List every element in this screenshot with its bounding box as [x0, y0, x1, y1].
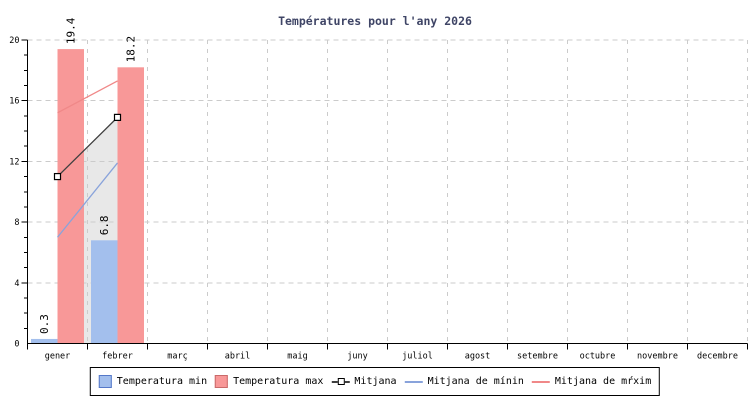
legend-label-mitjana: Mitjana [354, 376, 397, 387]
line-Mitjana de mínin [56, 162, 119, 238]
square-marker-icon [337, 377, 345, 385]
x-axis-labels: gener febrer març abril maig juny juliol agost s… [45, 352, 738, 362]
month-label: abril [225, 352, 251, 362]
month-label: març [167, 352, 187, 362]
svg-text:4: 4 [14, 279, 19, 289]
bar-min-febrer [91, 240, 118, 344]
month-label: maig [287, 352, 307, 362]
bar-value-label: 19.4 [65, 17, 78, 44]
month-label: juliol [402, 352, 433, 362]
month-label: juny [347, 352, 367, 362]
svg-text:12: 12 [9, 157, 19, 167]
legend-label-temperatura-max: Temperatura max [233, 376, 324, 387]
mitjana-point-marker [113, 113, 122, 121]
bar-value-label: 0.3 [38, 314, 51, 334]
legend-label-mitjana-mrxim: Mitjana de mŕxim [554, 376, 652, 387]
bar-max-gener [57, 49, 84, 344]
mitjana-point-marker [53, 172, 62, 181]
mitjana-mrxim-line-swatch [531, 380, 550, 383]
mitjana-minin-line-swatch [404, 380, 423, 383]
temperatura-max-swatch [215, 375, 229, 388]
bar-min-gener [31, 338, 58, 344]
chart-legend: Temperatura min Temperatura max Mitjana … [89, 367, 661, 396]
month-label: setembre [517, 352, 558, 362]
axes [21, 39, 748, 350]
line-Mitjana [57, 116, 118, 178]
legend-item-mitjana: Mitjana [331, 376, 397, 387]
svg-text:16: 16 [9, 97, 19, 107]
y-axis-labels: 0 4 8 12 16 20 [9, 36, 19, 350]
chart-plot-area: 0.3 6.8 19.4 18.2 0 4 8 12 16 20 gener febrer març ab… [9, 17, 748, 362]
legend-item-mitjana-minin: Mitjana de mínin [404, 376, 524, 387]
svg-text:0: 0 [14, 340, 19, 350]
legend-item-temperatura-min: Temperatura min [98, 375, 208, 388]
month-label: agost [465, 352, 491, 362]
legend-label-mitjana-minin: Mitjana de mínin [427, 376, 524, 387]
bar-value-label: 18.2 [125, 36, 138, 63]
bar-value-label: 6.8 [98, 215, 111, 235]
svg-text:8: 8 [14, 218, 19, 228]
svg-text:20: 20 [9, 36, 19, 46]
month-label: gener [45, 352, 71, 362]
month-label: octubre [580, 352, 616, 362]
line-Mitjana de mŕxim [57, 80, 118, 114]
bar-max-febrer [117, 67, 144, 344]
month-label: febrer [102, 352, 133, 362]
temperatura-min-swatch [98, 375, 112, 388]
bars [31, 49, 144, 344]
month-label: novembre [637, 352, 678, 362]
gridlines [27, 39, 748, 344]
legend-label-temperatura-min: Temperatura min [116, 376, 208, 387]
month-label: decembre [697, 352, 738, 362]
legend-item-mitjana-mrxim: Mitjana de mŕxim [531, 376, 652, 387]
mitjana-line-swatch [331, 377, 350, 385]
legend-item-temperatura-max: Temperatura max [215, 375, 323, 388]
bar-value-labels: 0.3 6.8 19.4 18.2 [38, 17, 138, 334]
chart-title: Températures pour l'any 2026 [278, 14, 472, 28]
